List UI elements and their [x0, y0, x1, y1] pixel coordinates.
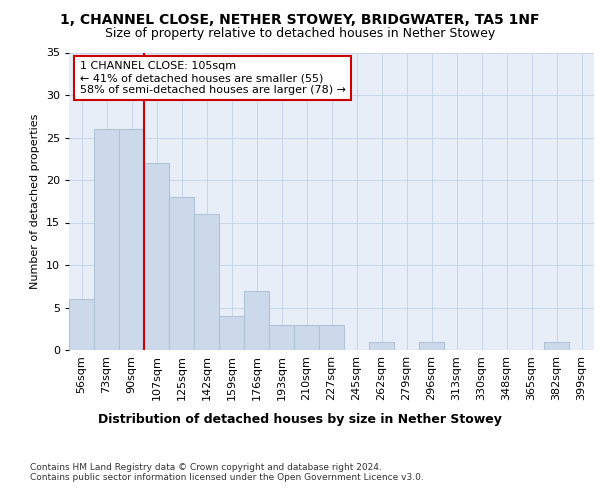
- Bar: [269, 324, 294, 350]
- Bar: [419, 342, 444, 350]
- Bar: [319, 324, 344, 350]
- Bar: [119, 129, 144, 350]
- Bar: [194, 214, 219, 350]
- Bar: [294, 324, 319, 350]
- Bar: [544, 342, 569, 350]
- Text: Contains HM Land Registry data © Crown copyright and database right 2024.
Contai: Contains HM Land Registry data © Crown c…: [30, 462, 424, 482]
- Text: Distribution of detached houses by size in Nether Stowey: Distribution of detached houses by size …: [98, 412, 502, 426]
- Bar: [94, 129, 119, 350]
- Bar: [144, 163, 169, 350]
- Text: 1, CHANNEL CLOSE, NETHER STOWEY, BRIDGWATER, TA5 1NF: 1, CHANNEL CLOSE, NETHER STOWEY, BRIDGWA…: [60, 12, 540, 26]
- Bar: [219, 316, 244, 350]
- Text: Size of property relative to detached houses in Nether Stowey: Size of property relative to detached ho…: [105, 28, 495, 40]
- Y-axis label: Number of detached properties: Number of detached properties: [30, 114, 40, 289]
- Bar: [244, 290, 269, 350]
- Text: 1 CHANNEL CLOSE: 105sqm
← 41% of detached houses are smaller (55)
58% of semi-de: 1 CHANNEL CLOSE: 105sqm ← 41% of detache…: [79, 62, 346, 94]
- Bar: [169, 197, 194, 350]
- Bar: [369, 342, 394, 350]
- Bar: [69, 299, 94, 350]
